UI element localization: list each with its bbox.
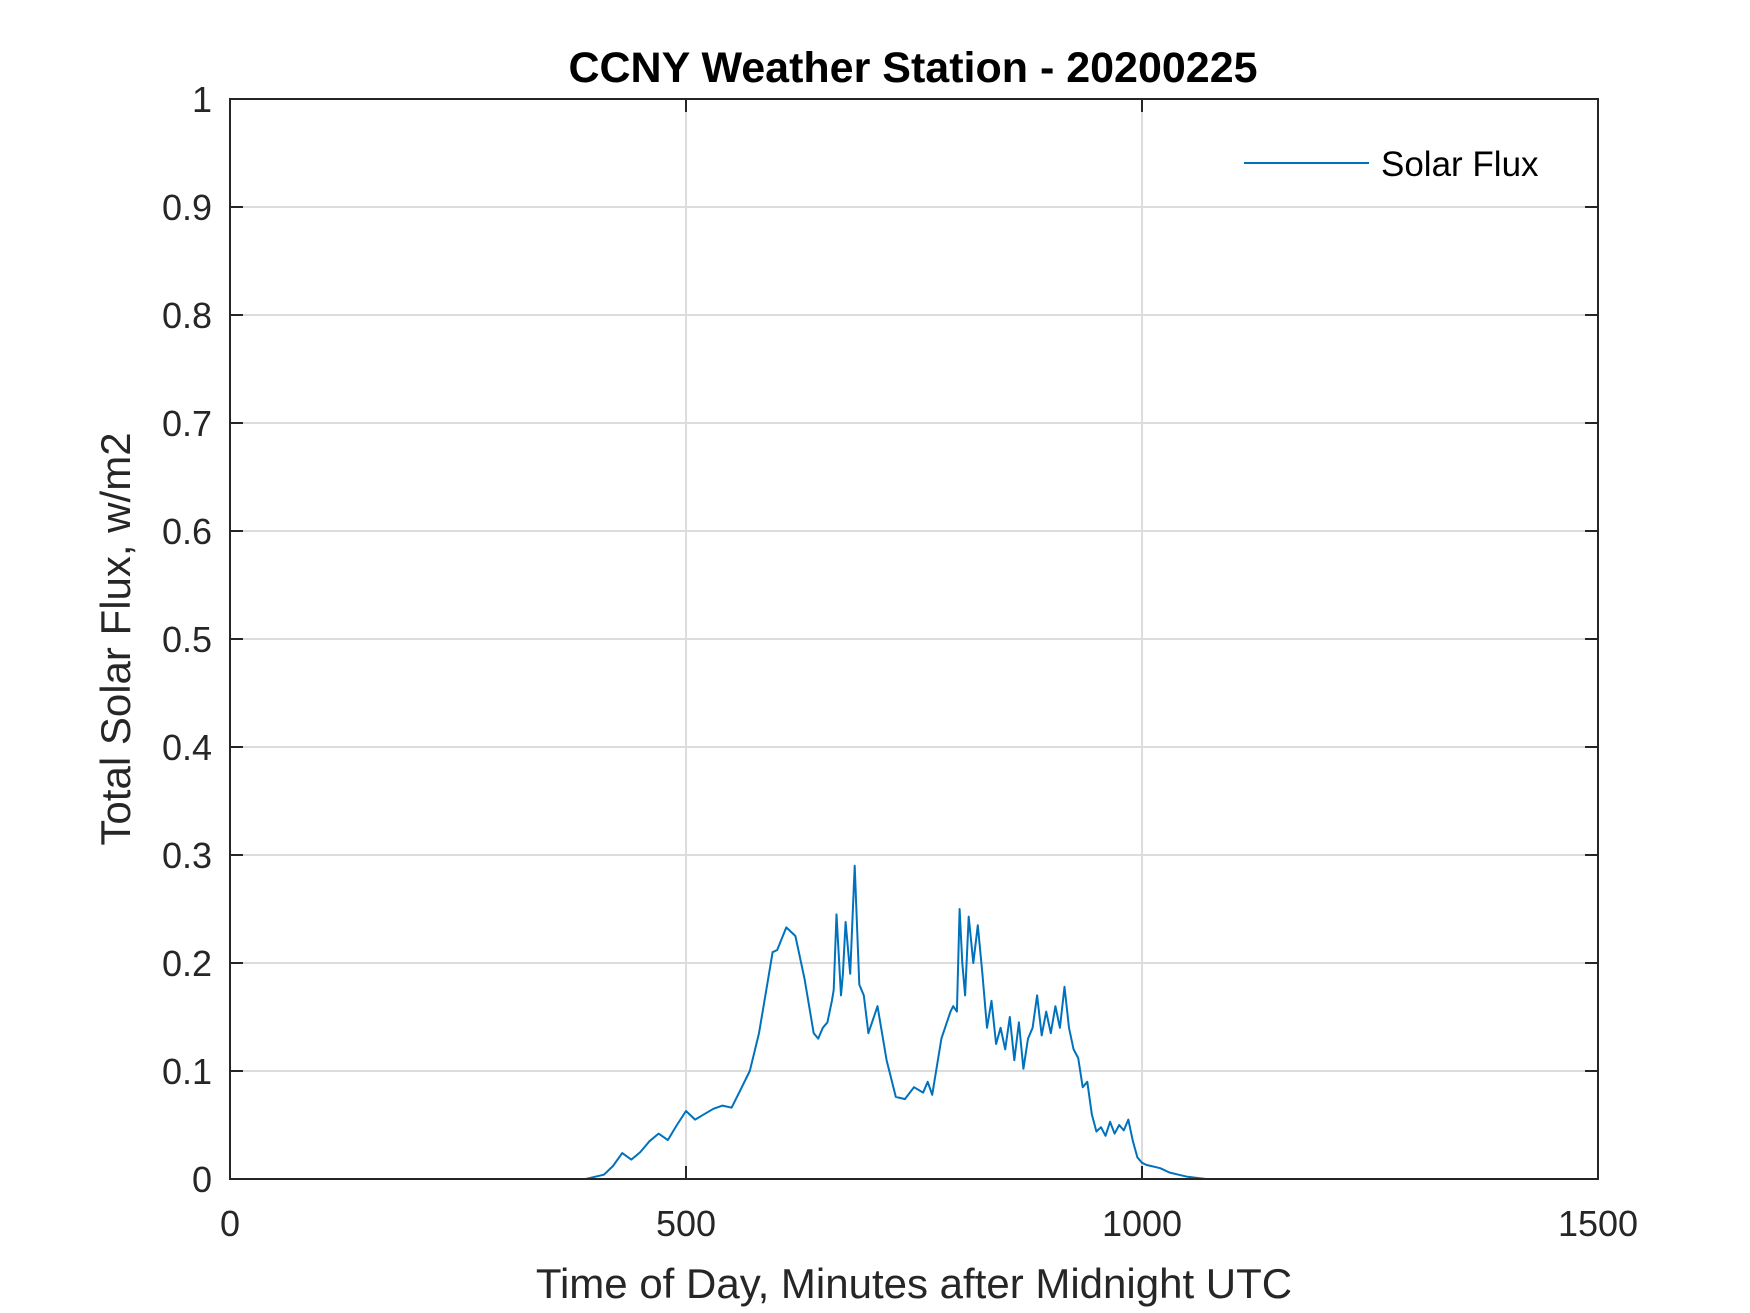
y-tick-label: 1 — [192, 79, 212, 120]
y-axis-label: Total Solar Flux, w/m2 — [92, 432, 139, 845]
y-tick-label: 0.4 — [162, 727, 212, 768]
y-tick-label: 0.1 — [162, 1051, 212, 1092]
y-tick-label: 0.6 — [162, 511, 212, 552]
y-tick-labels: 0 0.1 0.2 0.3 0.4 0.5 0.6 0.7 0.8 0.9 1 — [162, 79, 212, 1200]
y-tick-label: 0.8 — [162, 295, 212, 336]
x-tick-labels: 0 500 1000 1500 — [220, 1203, 1638, 1244]
x-axis-label: Time of Day, Minutes after Midnight UTC — [536, 1260, 1292, 1307]
series-line-solar-flux — [230, 864, 1548, 1180]
grid — [230, 99, 1598, 1179]
y-tick-label: 0.9 — [162, 187, 212, 228]
legend: Solar Flux — [1244, 145, 1539, 184]
y-tick-label: 0.5 — [162, 619, 212, 660]
x-tick-label: 1500 — [1558, 1203, 1638, 1244]
y-tick-label: 0.3 — [162, 835, 212, 876]
ticks — [229, 98, 1599, 1180]
y-tick-label: 0.2 — [162, 943, 212, 984]
x-tick-label: 500 — [656, 1203, 716, 1244]
y-tick-label: 0.7 — [162, 403, 212, 444]
x-tick-label: 1000 — [1102, 1203, 1182, 1244]
chart-title: CCNY Weather Station - 20200225 — [568, 44, 1257, 92]
series-layer — [230, 864, 1548, 1180]
y-tick-label: 0 — [192, 1159, 212, 1200]
legend-label-solar-flux: Solar Flux — [1381, 145, 1539, 184]
x-tick-label: 0 — [220, 1203, 240, 1244]
